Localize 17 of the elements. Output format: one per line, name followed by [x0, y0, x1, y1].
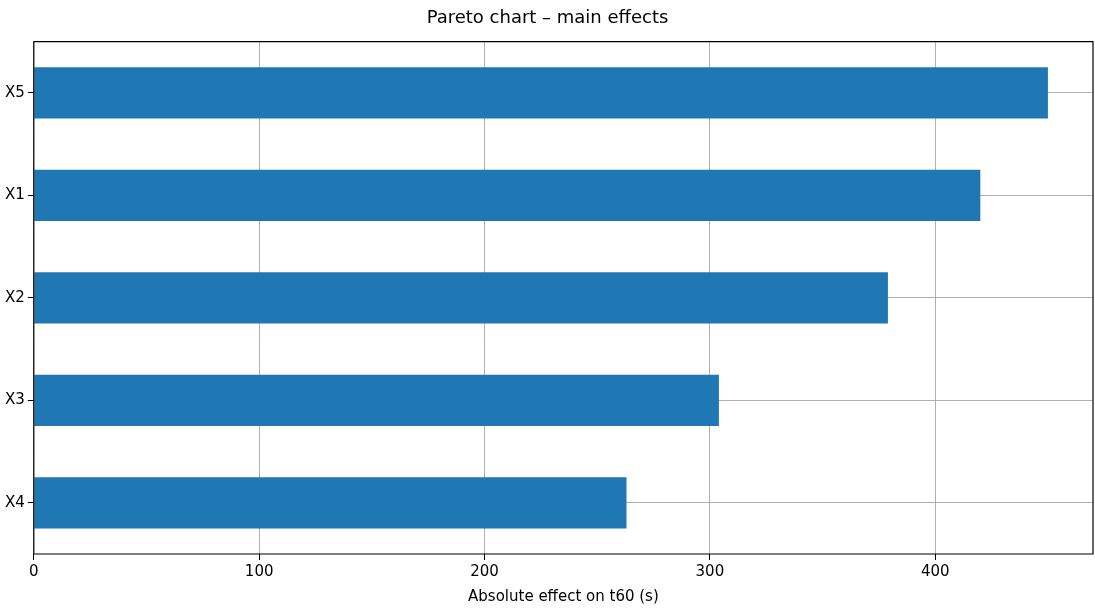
bar	[34, 272, 888, 324]
y-tick-label: X5	[4, 82, 25, 101]
x-tick-label: 200	[470, 561, 499, 580]
x-axis-title: Absolute effect on t60 (s)	[468, 586, 659, 605]
y-tick-label: X3	[4, 390, 25, 409]
y-tick-label: X1	[4, 185, 25, 204]
y-tick-label: X2	[4, 287, 25, 306]
bar	[34, 374, 719, 426]
bar	[34, 67, 1048, 119]
x-tick-label: 300	[695, 561, 725, 580]
bar	[34, 169, 981, 221]
bar	[34, 477, 627, 529]
x-tick-label: 0	[29, 561, 39, 580]
x-tick-label: 400	[920, 561, 950, 580]
chart-title: Pareto chart – main effects	[426, 6, 669, 28]
y-tick-label: X4	[4, 492, 25, 511]
x-tick-label: 100	[244, 561, 274, 580]
